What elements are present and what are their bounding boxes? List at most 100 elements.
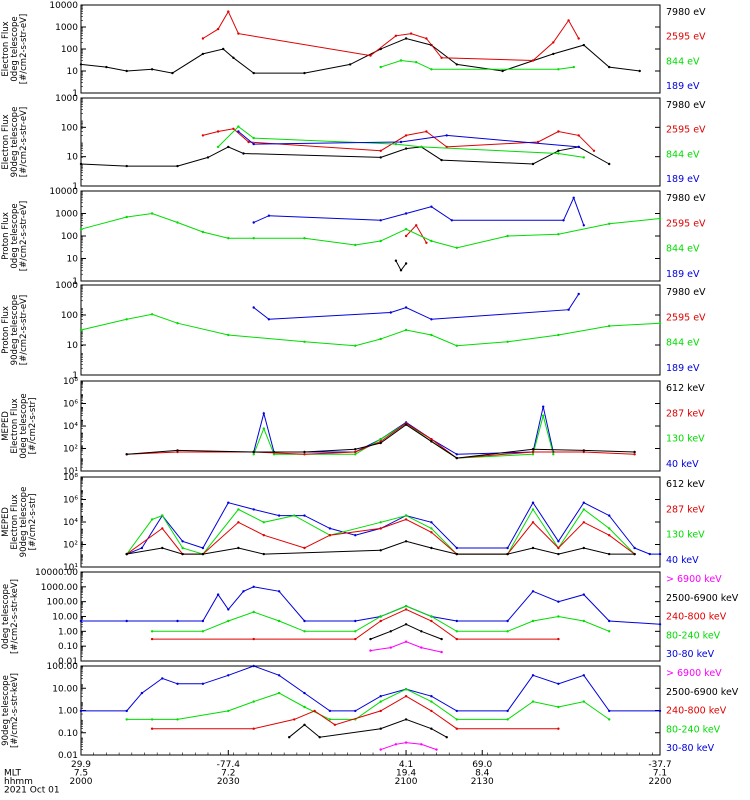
data-point — [227, 501, 230, 504]
data-point — [176, 682, 179, 685]
data-point — [252, 221, 255, 224]
data-point — [252, 508, 255, 511]
series-green — [79, 313, 662, 347]
data-point — [404, 306, 408, 309]
y-tick-label: 100.00 — [47, 662, 79, 672]
data-point — [237, 546, 240, 550]
series-red — [150, 608, 560, 641]
panel-6: 10⁸ 10⁶ 10⁴ 10² 10¹ MEPED Electron Flux 90deg t… — [1, 473, 705, 573]
y-axis-label: Electron Flux — [10, 494, 20, 549]
legend-entry: 7980 eV — [666, 193, 706, 204]
data-point — [577, 134, 580, 137]
data-point — [252, 610, 255, 614]
data-point — [125, 619, 128, 623]
series-magenta — [369, 640, 443, 654]
y-tick-label: 100 — [61, 232, 78, 242]
data-point — [79, 328, 83, 332]
data-point — [277, 674, 281, 677]
y-tick-label: 10000 — [49, 1, 78, 11]
series-line — [253, 293, 580, 320]
data-point — [277, 590, 281, 593]
series-line — [80, 37, 640, 74]
data-point — [201, 134, 205, 137]
data-point — [150, 718, 154, 721]
data-point — [562, 219, 565, 222]
data-point — [201, 630, 205, 633]
legend-entry: 130 keV — [666, 434, 705, 445]
data-point — [420, 743, 423, 746]
data-point — [430, 727, 433, 730]
y-axis-label: 0deg telescope — [1, 584, 11, 649]
x-tick-label: 69.0 — [472, 760, 492, 770]
data-point — [430, 527, 433, 530]
data-point — [293, 718, 296, 721]
series-green — [150, 604, 611, 633]
series-black — [394, 259, 408, 272]
data-point — [252, 237, 255, 240]
data-point — [354, 637, 357, 641]
data-point — [445, 736, 448, 739]
data-point — [394, 142, 398, 146]
x-tick-label: 8.4 — [475, 769, 490, 779]
data-point — [333, 723, 337, 726]
legend-entry: 189 eV — [666, 363, 700, 374]
data-point — [404, 623, 408, 626]
series-green — [125, 688, 611, 721]
x-tick-label: 19.4 — [396, 769, 416, 779]
y-tick-label: 10² — [63, 541, 78, 551]
data-point — [227, 145, 230, 149]
data-point — [105, 65, 108, 69]
data-point — [536, 140, 540, 144]
y-axis-label: Proton Flux — [1, 306, 11, 354]
data-point — [201, 37, 205, 40]
data-point — [455, 619, 458, 623]
y-axis-label: 90deg telescope — [10, 295, 20, 366]
x-tick-label: 4.1 — [399, 760, 413, 770]
data-point — [608, 709, 611, 713]
data-point — [455, 344, 458, 347]
data-point — [379, 149, 382, 152]
data-point — [440, 650, 443, 654]
data-point — [303, 619, 306, 623]
data-point — [430, 700, 433, 703]
data-point — [181, 546, 184, 550]
series-black — [79, 145, 611, 168]
data-point — [430, 239, 433, 243]
series-blue — [252, 405, 555, 456]
legend-entry: 612 keV — [666, 383, 705, 394]
data-point — [227, 237, 230, 240]
data-point — [531, 521, 535, 524]
legend-entry: 844 eV — [666, 244, 700, 255]
data-point — [379, 700, 382, 703]
data-point — [227, 10, 230, 13]
data-point — [277, 514, 281, 517]
legend-entry: 189 eV — [666, 174, 700, 185]
x-tick-label: -77.4 — [217, 760, 241, 770]
series-green — [379, 59, 575, 71]
data-point — [232, 56, 235, 59]
data-point — [582, 521, 585, 524]
series-black — [125, 540, 636, 556]
data-point — [379, 219, 382, 222]
x-row-label: MLT — [4, 769, 22, 779]
data-point — [658, 322, 662, 325]
data-point — [150, 313, 154, 316]
data-point — [125, 164, 128, 168]
data-point — [79, 228, 83, 231]
data-point — [288, 736, 291, 739]
data-point — [181, 540, 184, 543]
data-point — [506, 546, 509, 550]
data-point — [404, 228, 408, 231]
data-point — [303, 630, 306, 633]
legend-entry: 287 keV — [666, 504, 705, 515]
y-tick-label: 10000.00 — [35, 568, 78, 578]
data-point — [557, 615, 560, 618]
data-point — [150, 727, 154, 730]
data-point — [404, 234, 408, 238]
y-tick-label: 1000.00 — [41, 583, 78, 593]
data-point — [506, 709, 509, 713]
data-point — [237, 32, 240, 35]
data-point — [430, 546, 433, 550]
data-point — [404, 423, 408, 426]
data-point — [354, 534, 357, 537]
